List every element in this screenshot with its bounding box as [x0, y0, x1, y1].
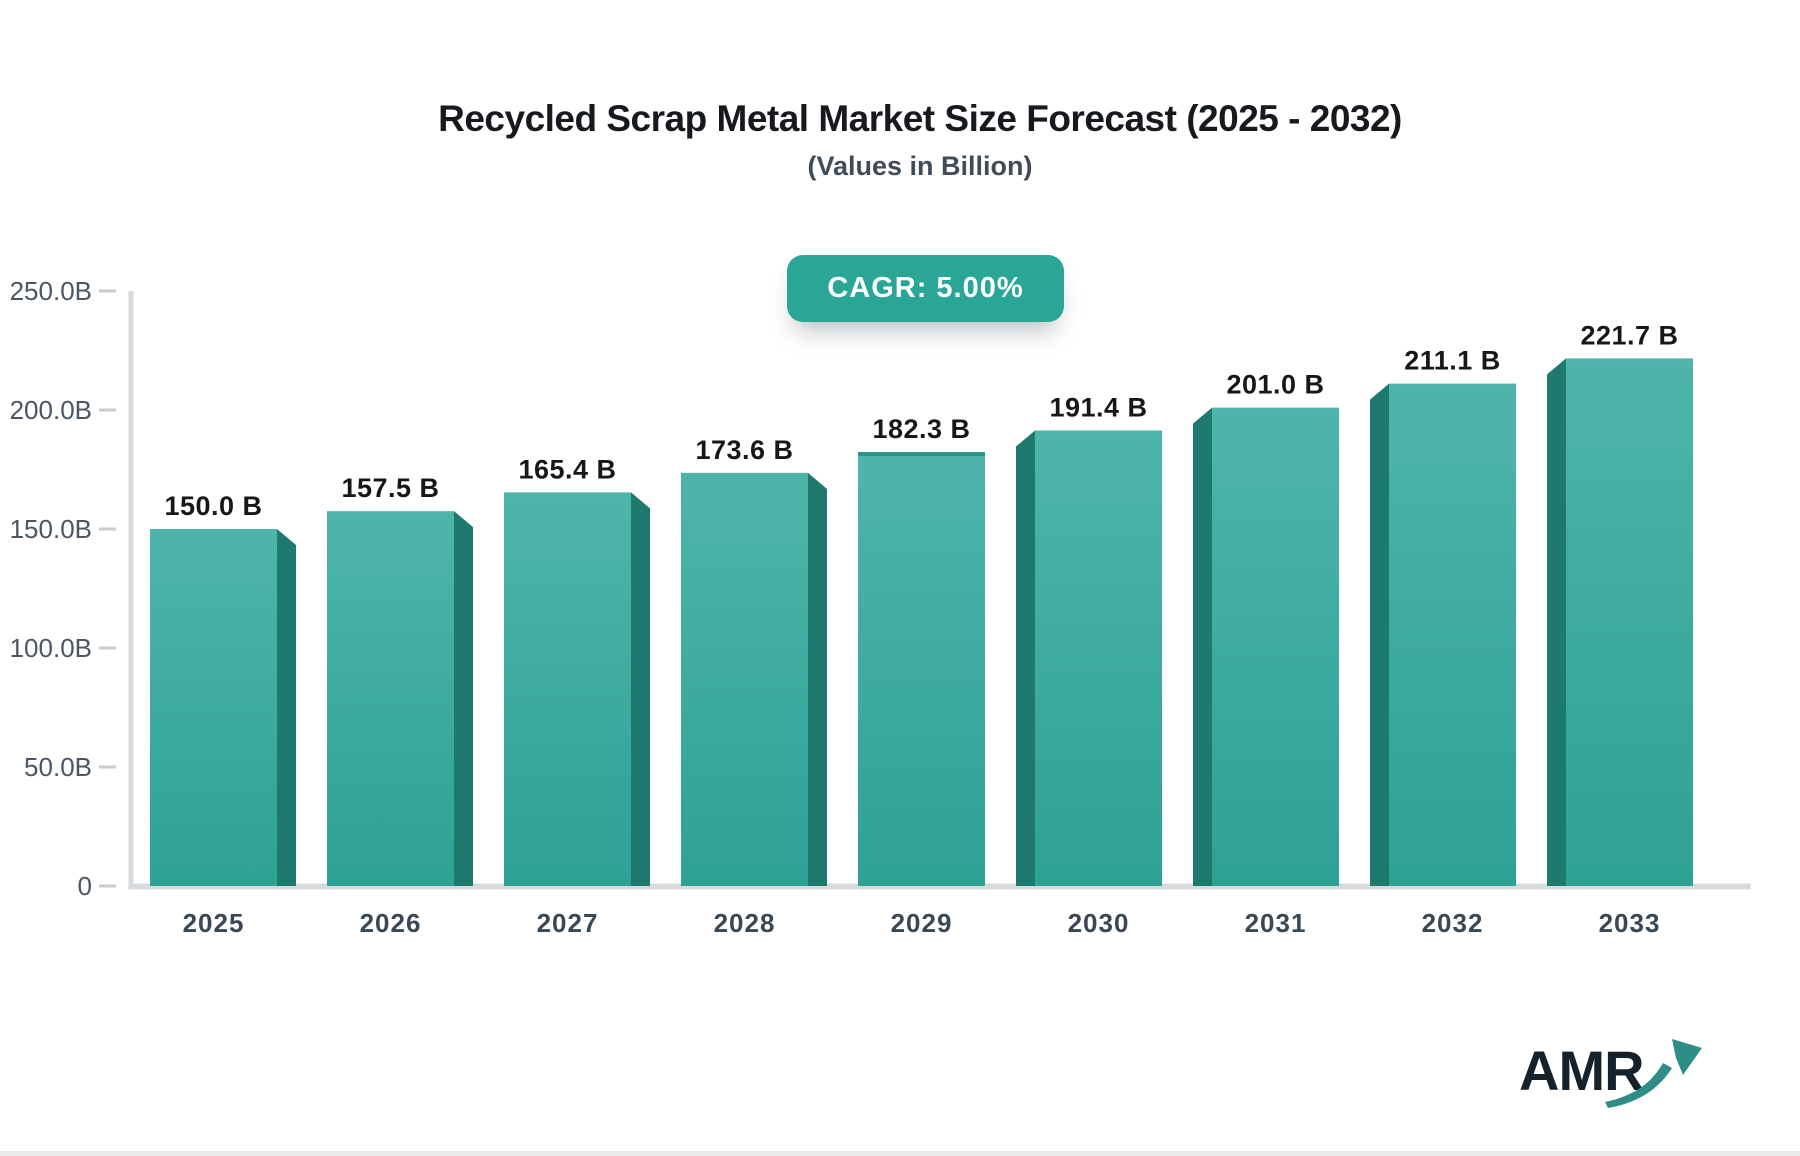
y-axis-label: 150.0B	[10, 514, 92, 544]
y-tick-mark	[99, 884, 116, 888]
amr-logo-text: AMR	[1519, 1039, 1644, 1102]
bar-value-label: 201.0 B	[1226, 370, 1324, 400]
bar-value-label: 165.4 B	[518, 454, 616, 484]
x-axis-label: 2025	[183, 908, 245, 938]
amr-logo: AMR	[1519, 1039, 1702, 1108]
bar-group: 221.7 B	[1547, 320, 1693, 886]
x-axis-label: 2029	[891, 908, 953, 938]
header: Recycled Scrap Metal Market Size Forecas…	[40, 0, 1800, 182]
bar-side	[631, 492, 650, 886]
bar	[681, 472, 808, 886]
bar-value-label: 157.5 B	[341, 473, 439, 503]
bar-side	[454, 511, 473, 886]
y-axis-label: 100.0B	[10, 633, 92, 663]
x-axis-label: 2033	[1599, 908, 1661, 938]
bar-side	[808, 472, 827, 886]
bar	[858, 452, 985, 886]
x-axis-line	[128, 883, 1751, 890]
bar-group: 173.6 B	[681, 435, 827, 886]
y-axis-label: 250.0B	[10, 276, 92, 306]
bar-side	[1193, 407, 1212, 886]
y-axis-line	[128, 291, 134, 886]
bar	[327, 511, 454, 886]
x-axis-label: 2027	[537, 908, 599, 938]
y-axis-label: 200.0B	[10, 395, 92, 425]
y-tick-mark	[99, 646, 116, 650]
bar-group: 182.3 B	[858, 414, 985, 886]
bar-side	[277, 529, 296, 886]
bar-chart-svg: 250.0B 200.0B 150.0B 100.0B 50.0B 0 150.0 B 202…	[10, 276, 1751, 938]
y-axis-label: 0	[78, 871, 92, 901]
amr-logo-arrowhead-icon	[1672, 1039, 1702, 1075]
y-tick-mark	[99, 289, 116, 293]
bar-value-label: 150.0 B	[164, 491, 262, 521]
x-axis-label: 2028	[714, 908, 776, 938]
x-axis-label: 2030	[1068, 908, 1130, 938]
y-axis-label: 50.0B	[24, 752, 92, 782]
chart-title: Recycled Scrap Metal Market Size Forecas…	[438, 98, 1402, 139]
y-tick-mark	[99, 765, 116, 769]
bar-value-label: 173.6 B	[695, 435, 793, 465]
bar-group: 201.0 B	[1193, 370, 1339, 886]
bar-value-label: 191.4 B	[1049, 392, 1147, 422]
bar	[504, 492, 631, 886]
bar-value-label: 182.3 B	[872, 414, 970, 444]
bar-value-label: 221.7 B	[1580, 320, 1678, 350]
bar-side	[1370, 383, 1389, 886]
cagr-badge: CAGR: 5.00%	[787, 255, 1064, 322]
bar	[1389, 383, 1516, 886]
bar-side	[1547, 358, 1566, 886]
bar	[1212, 407, 1339, 886]
bar	[1566, 358, 1693, 886]
bar-group: 211.1 B	[1370, 346, 1516, 886]
bar	[150, 529, 277, 886]
chart-subtitle: (Values in Billion)	[807, 151, 1033, 181]
y-tick-mark	[99, 527, 116, 531]
x-axis-label: 2031	[1245, 908, 1307, 938]
x-axis-label: 2032	[1422, 908, 1484, 938]
bar-top-edge	[858, 452, 985, 457]
y-tick-mark	[99, 408, 116, 412]
bar	[1035, 430, 1162, 886]
bar-group: 165.4 B	[504, 454, 650, 886]
bar-value-label: 211.1 B	[1404, 346, 1501, 376]
x-axis-label: 2026	[360, 908, 422, 938]
bar-group: 150.0 B	[150, 491, 296, 886]
bar-side	[1016, 430, 1035, 886]
bar-group: 191.4 B	[1016, 392, 1162, 886]
amr-logo-arrow-icon	[1605, 1063, 1672, 1108]
bar-group: 157.5 B	[327, 473, 473, 886]
